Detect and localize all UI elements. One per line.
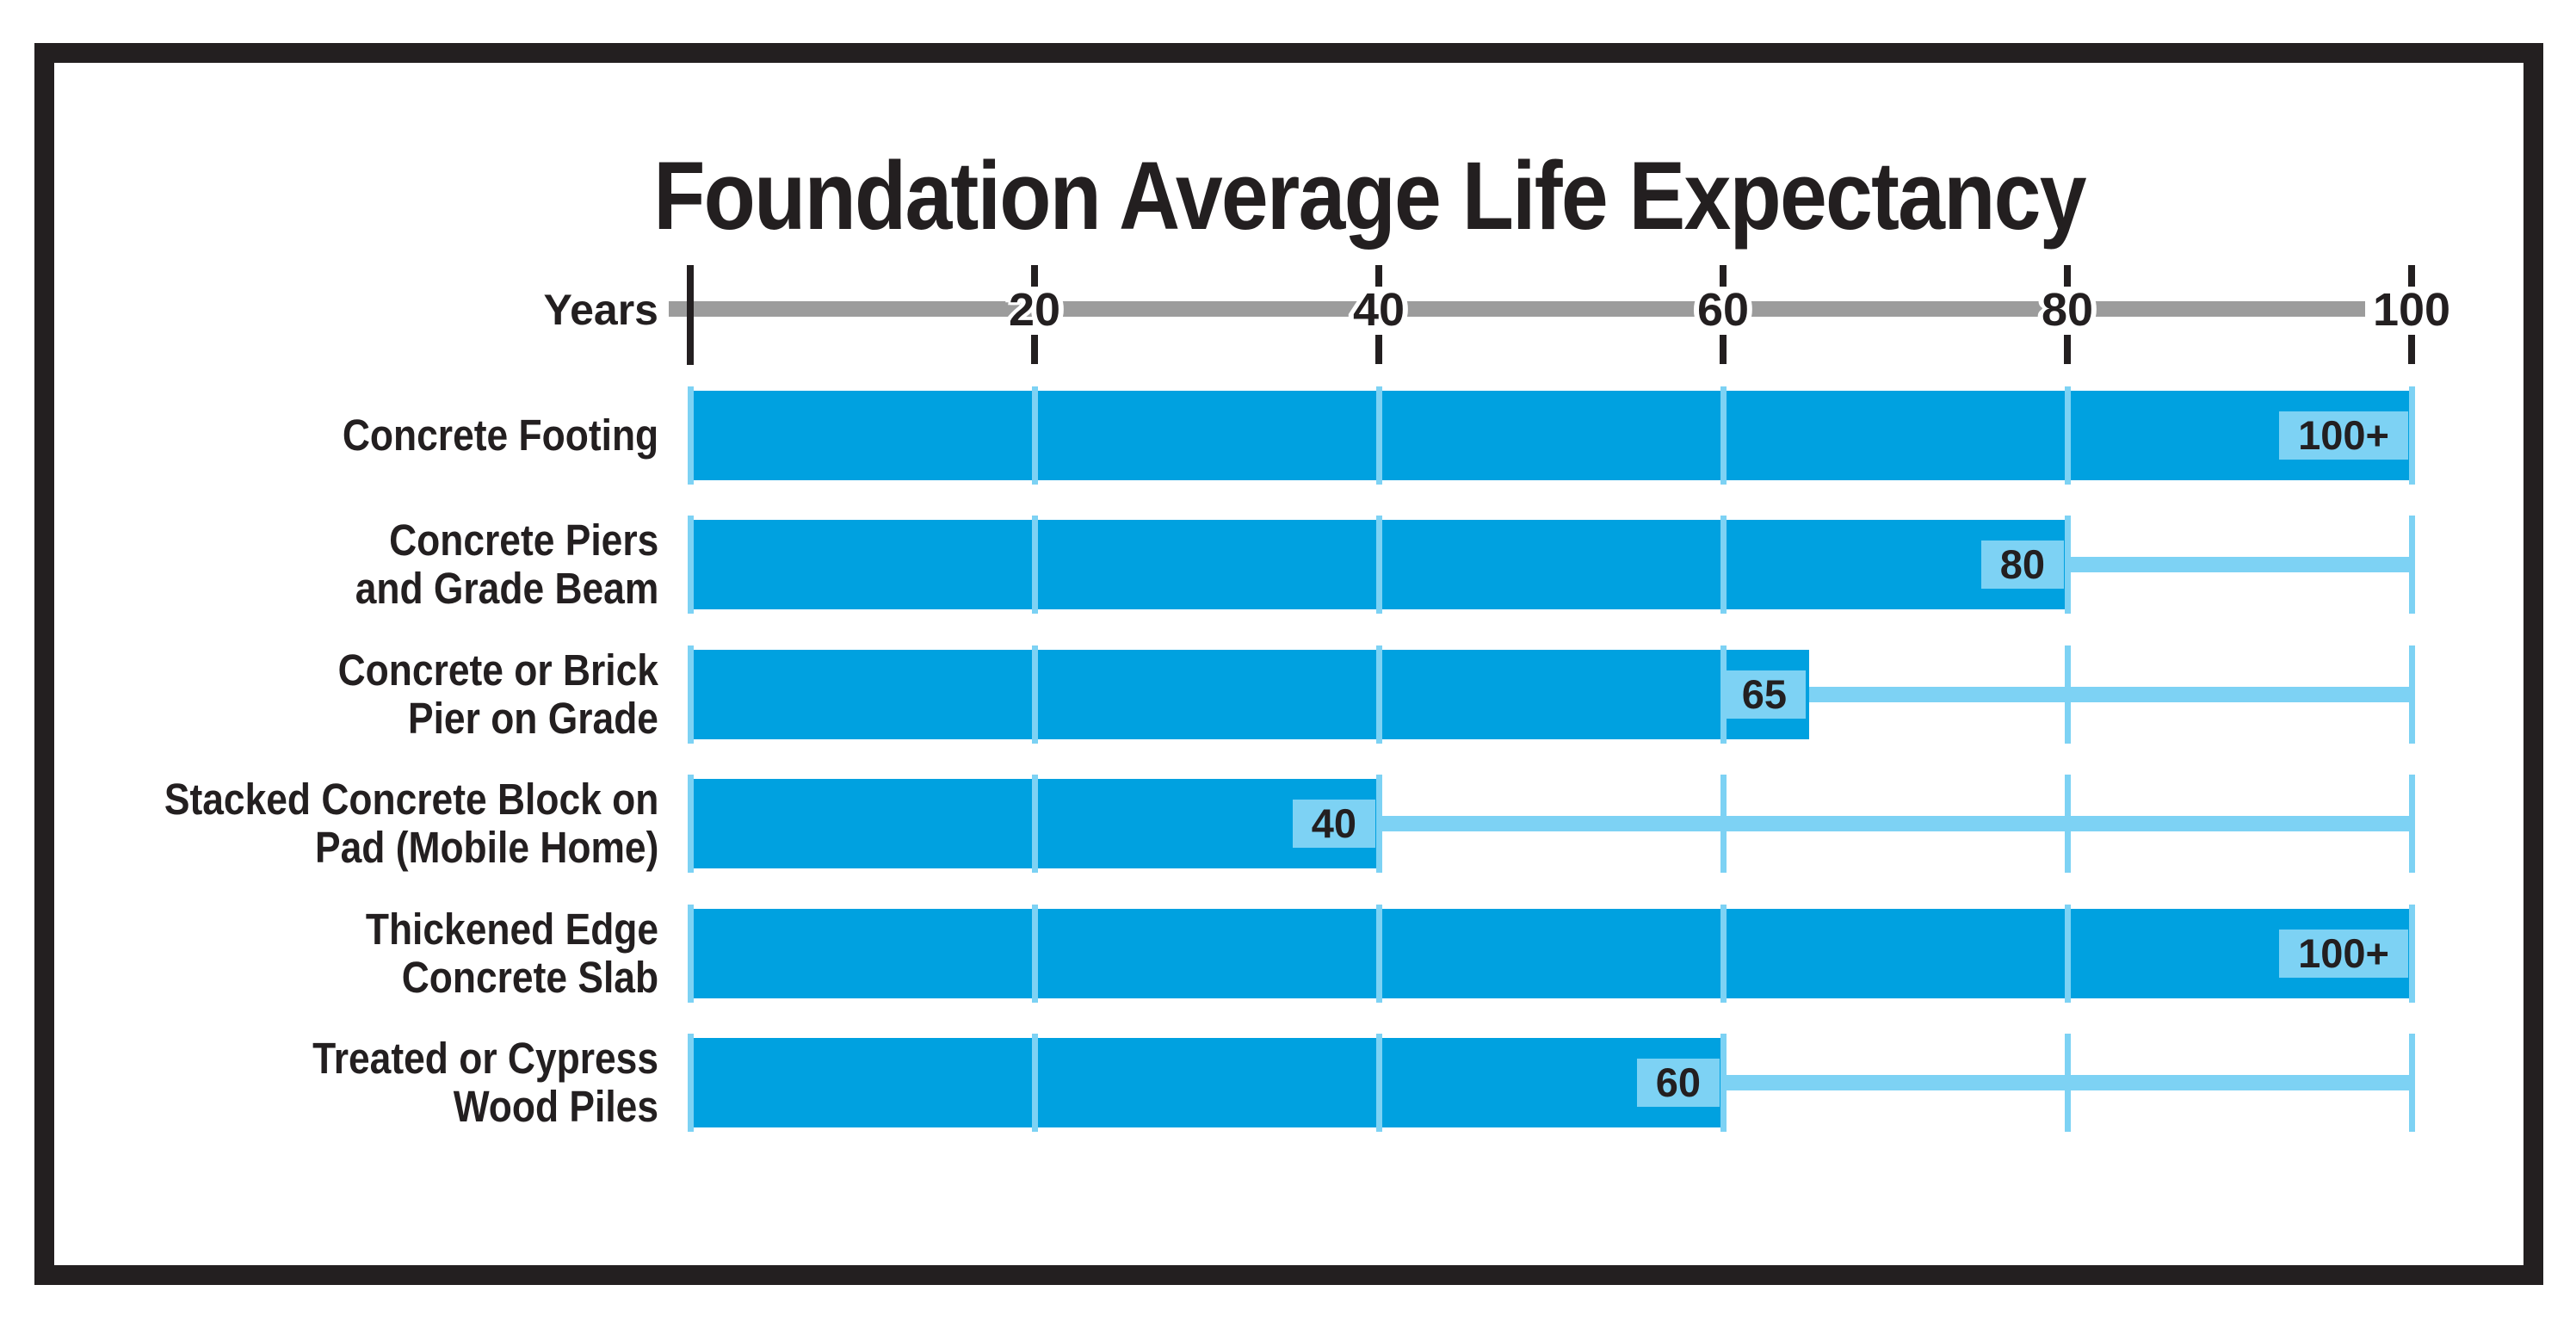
tick-gridline-segment [688,775,694,873]
tick-gridline-segment [1720,386,1727,485]
tick-gridline-segment [1720,645,1727,744]
bar [690,391,2412,480]
bar [690,909,2412,998]
value-label: 40 [1292,800,1375,848]
category-label: Concrete or Brick Pier on Grade [4,646,658,743]
border-frame [34,43,2543,1285]
tick-gridline-segment [2065,516,2071,614]
axis-tick-label: 20 [1008,284,1061,336]
axis-tick-top [2408,265,2415,287]
axis-tick-label: 40 [1352,284,1405,336]
tick-gridline-segment [2065,645,2071,744]
axis-tick-top [1375,265,1382,287]
category-label-text: Concrete or Brick Pier on Grade [337,645,658,743]
tick-gridline-segment [2065,905,2071,1003]
category-label: Concrete Piers and Grade Beam [4,516,658,613]
tick-gridline-segment [1376,775,1382,873]
category-label: Concrete Footing [4,391,658,480]
category-label-text: Treated or Cypress Wood Piles [312,1034,658,1131]
extension-line [2067,557,2412,572]
axis-tick-label: 60 [1696,284,1750,336]
tick-gridline-segment [1720,1034,1727,1132]
axis-tick-bottom [1031,335,1038,364]
tick-gridline-segment [1376,905,1382,1003]
tick-gridline-segment [2409,1034,2415,1132]
axis-tick-label: 100 [2372,284,2451,336]
tick-gridline-segment [2065,775,2071,873]
category-label-text: Thickened Edge Concrete Slab [365,905,658,1002]
bar [690,1038,1723,1127]
tick-gridline-segment [1032,516,1038,614]
axis-tick-label: 80 [2041,284,2094,336]
tick-gridline-segment [1032,905,1038,1003]
tick-gridline-segment [1720,775,1727,873]
tick-gridline-segment [1032,386,1038,485]
axis-label-years: Years [543,286,658,334]
tick-gridline-segment [1720,516,1727,614]
axis-tick-bottom [1375,335,1382,364]
category-label-text: Concrete Footing [342,411,658,460]
axis-line [669,301,2365,317]
tick-gridline-segment [2065,1034,2071,1132]
tick-gridline-segment [2409,386,2415,485]
extension-line [1379,816,2412,831]
value-label: 80 [1980,540,2064,589]
tick-gridline-segment [2065,386,2071,485]
tick-gridline-segment [1720,905,1727,1003]
value-label: 100+ [2279,930,2408,978]
tick-gridline-segment [2409,516,2415,614]
extension-line [1809,687,2412,702]
bar [690,650,1809,739]
tick-gridline-segment [1376,1034,1382,1132]
value-label: 65 [1722,670,1806,719]
tick-gridline-segment [1032,645,1038,744]
tick-gridline-segment [1376,645,1382,744]
tick-gridline-segment [2409,905,2415,1003]
tick-gridline-segment [1376,386,1382,485]
value-label: 100+ [2279,411,2408,460]
tick-gridline-segment [2409,645,2415,744]
axis-tick-bottom [2408,335,2415,364]
axis-tick-bottom [1720,335,1727,364]
tick-gridline-segment [688,516,694,614]
tick-gridline-segment [688,645,694,744]
category-label: Treated or Cypress Wood Piles [4,1035,658,1131]
tick-gridline-segment [688,1034,694,1132]
tick-gridline-segment [1032,1034,1038,1132]
category-label-text: Stacked Concrete Block on Pad (Mobile Ho… [164,775,658,872]
chart-title: Foundation Average Life Expectancy [653,142,2086,250]
category-label: Thickened Edge Concrete Slab [4,905,658,1002]
axis-tick-top [2064,265,2071,287]
category-label: Stacked Concrete Block on Pad (Mobile Ho… [4,775,658,872]
axis-tick-zero [687,265,694,365]
value-label: 60 [1636,1059,1720,1107]
axis-tick-top [1031,265,1038,287]
axis-tick-bottom [2064,335,2071,364]
tick-gridline-segment [688,905,694,1003]
axis-tick-top [1720,265,1727,287]
tick-gridline-segment [688,386,694,485]
tick-gridline-segment [1376,516,1382,614]
tick-gridline-segment [2409,775,2415,873]
category-label-text: Concrete Piers and Grade Beam [355,516,658,613]
tick-gridline-segment [1032,775,1038,873]
